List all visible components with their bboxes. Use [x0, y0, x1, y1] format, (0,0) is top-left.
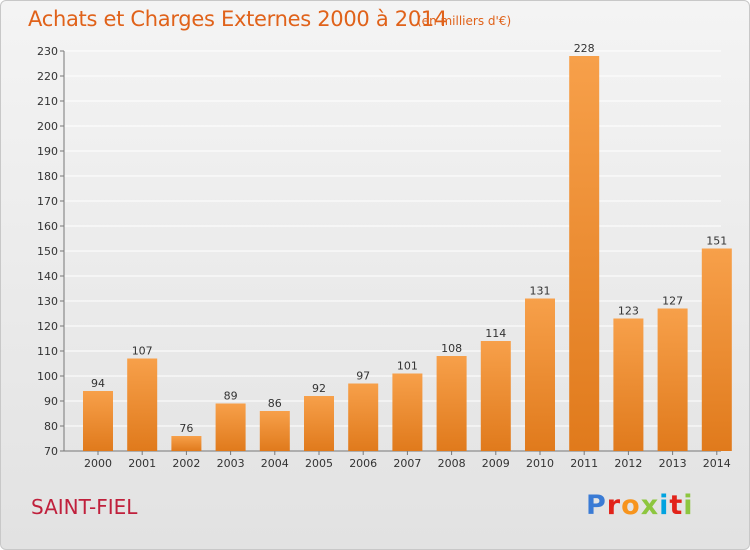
x-tick-label-2011: 2011 [570, 457, 598, 470]
value-label-2000: 94 [91, 377, 105, 390]
value-label-2001: 107 [132, 345, 153, 358]
bar-2009 [480, 341, 511, 451]
bar-2005 [304, 396, 334, 451]
bar-2006 [348, 383, 379, 451]
logo-letter: P [586, 490, 607, 521]
value-label-2013: 127 [662, 295, 683, 308]
logo-letter: i [659, 490, 670, 521]
x-tick-label-2007: 2007 [393, 457, 421, 470]
y-tick-label: 210 [37, 95, 58, 108]
bar-2014 [701, 248, 732, 451]
x-tick-label-2012: 2012 [614, 457, 642, 470]
logo-letter: i [683, 490, 694, 521]
x-tick-label-2013: 2013 [659, 457, 687, 470]
value-label-2009: 114 [485, 327, 506, 340]
y-tick-label: 90 [44, 395, 58, 408]
logo-letter: o [621, 490, 641, 521]
y-tick-label: 190 [37, 145, 58, 158]
x-tick-label-2000: 2000 [84, 457, 112, 470]
bar-2004 [259, 411, 290, 451]
bar-2011 [569, 56, 600, 451]
value-label-2007: 101 [397, 360, 418, 373]
x-tick-label-2003: 2003 [217, 457, 245, 470]
x-tick-label-2001: 2001 [128, 457, 156, 470]
value-label-2004: 86 [268, 397, 282, 410]
chart-unit: (en milliers d'€) [417, 14, 512, 28]
y-tick-label: 170 [37, 195, 58, 208]
bar-2012 [613, 318, 644, 451]
bar-2003 [215, 403, 246, 451]
y-tick-label: 200 [37, 120, 58, 133]
y-tick-label: 220 [37, 70, 58, 83]
logo-letter: x [640, 490, 660, 521]
y-tick-label: 110 [37, 345, 58, 358]
value-label-2014: 151 [706, 235, 727, 248]
bar-2008 [436, 356, 467, 451]
bar-2013 [657, 308, 688, 451]
bar-2000 [83, 391, 113, 451]
logo-letter: t [669, 490, 684, 521]
value-label-2011: 228 [574, 42, 595, 55]
value-label-2005: 92 [312, 382, 326, 395]
y-tick-label: 160 [37, 220, 58, 233]
y-tick-label: 80 [44, 420, 58, 433]
value-label-2006: 97 [356, 370, 370, 383]
chart-title: Achats et Charges Externes 2000 à 2014 [28, 7, 448, 31]
y-tick-label: 230 [37, 45, 58, 58]
value-label-2002: 76 [179, 422, 193, 435]
value-label-2008: 108 [441, 342, 462, 355]
proxiti-logo[interactable]: Proxiti [586, 490, 694, 521]
bar-2002 [171, 436, 202, 451]
x-tick-label-2014: 2014 [703, 457, 731, 470]
bar-2001 [127, 358, 158, 451]
y-tick-labels: 70 80 90 100 110 120 130 140 150 160 170 180 190 200 2… [37, 45, 58, 458]
value-label-2012: 123 [618, 305, 639, 318]
logo-letter: r [606, 490, 622, 521]
x-tick-label-2002: 2002 [172, 457, 200, 470]
value-label-2010: 131 [530, 285, 551, 298]
y-tick-label: 70 [44, 445, 58, 458]
y-tick-label: 100 [37, 370, 58, 383]
x-tick-label-2009: 2009 [482, 457, 510, 470]
value-label-2003: 89 [224, 390, 238, 403]
x-tick-label-2006: 2006 [349, 457, 377, 470]
bars [83, 56, 732, 451]
y-tick-label: 180 [37, 170, 58, 183]
x-tick-label-2005: 2005 [305, 457, 333, 470]
y-tick-label: 130 [37, 295, 58, 308]
x-tick-label-2010: 2010 [526, 457, 554, 470]
x-tick-labels: 2000 2001 2002 2003 2004 2005 2006 2007 2008 2009… [84, 457, 731, 470]
y-tick-label: 140 [37, 270, 58, 283]
bar-2007 [392, 373, 423, 451]
x-tick-label-2008: 2008 [438, 457, 466, 470]
y-tick-label: 120 [37, 320, 58, 333]
y-tick-label: 150 [37, 245, 58, 258]
value-labels: 94 107 76 89 86 92 97 101 108 114 131 228 123 127 151 [91, 42, 727, 435]
x-tick-label-2004: 2004 [261, 457, 289, 470]
bar-2010 [525, 298, 555, 451]
place-name: SAINT-FIEL [31, 495, 138, 519]
